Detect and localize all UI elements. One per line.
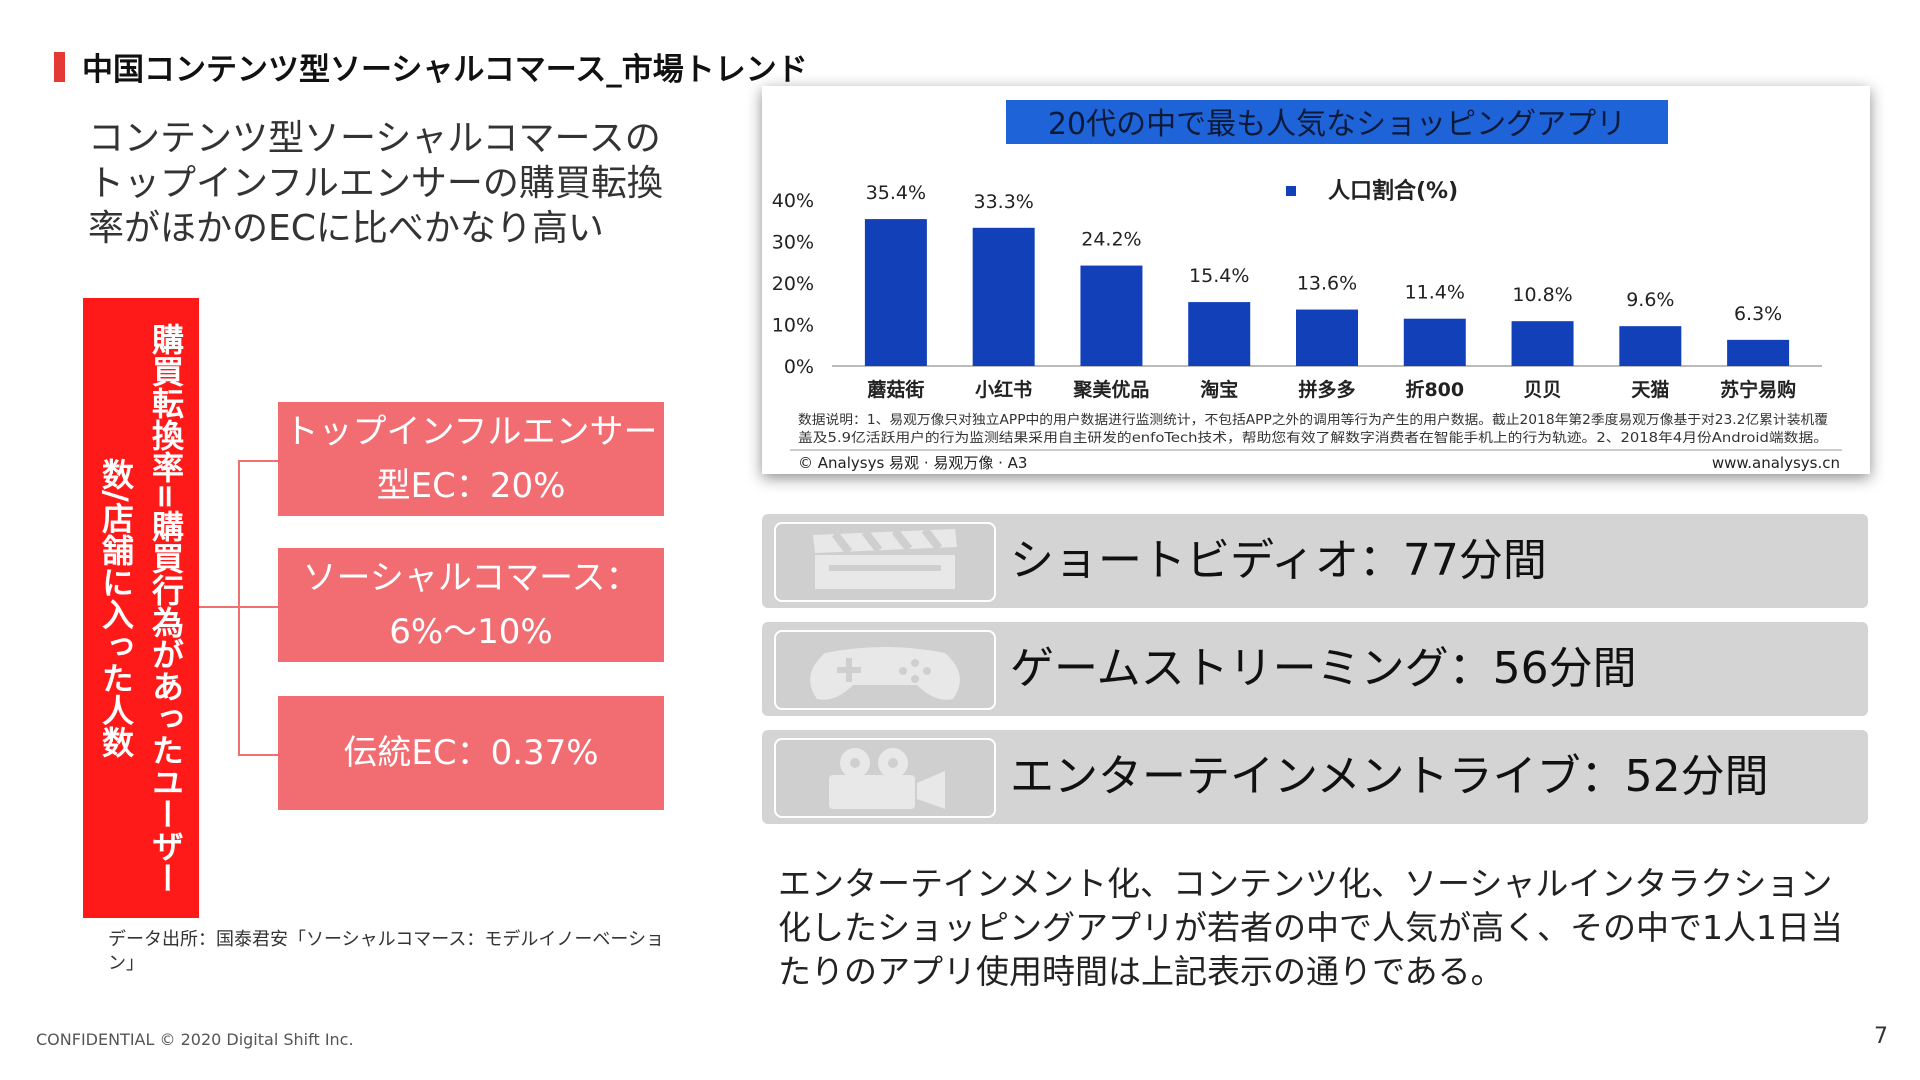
intro-text: コンテンツ型ソーシャルコマースのトップインフルエンサーの購買転換率がほかのECに… [88,118,663,249]
legend-label: 人口割合(%) [1328,178,1458,204]
clapperboard-icon [774,522,996,602]
bar [1511,321,1574,366]
page-title: 中国コンテンツ型ソーシャルコマース_市場トレンド [82,52,808,88]
data-label: 33.3% [973,191,1033,213]
video-camera-icon [774,738,996,818]
bar [1619,326,1682,366]
category-label: 苏宁易购 [1720,378,1796,401]
stat-row-entertainment-live: エンターテインメントライブ：52分間 [762,730,1868,824]
data-source: データ出所：国泰君安「ソーシャルコマース：モデルイノーベーション」 [108,929,665,974]
stat-row-game-streaming: ゲームストリーミング：56分間 [762,622,1868,716]
y-tick-label: 0% [784,356,814,378]
bar [864,219,927,366]
bar [1188,302,1251,366]
page-number: 7 [1874,1024,1888,1049]
chart-title-background [1006,100,1668,144]
rate-label: 伝統EC：0.37% [343,733,599,773]
shopping-app-chart: 20代の中で最も人気なショッピングアプリ人口割合(%) 0% 10% 20% 30% 40… [762,86,1870,474]
category-label: 拼多多 [1298,378,1355,401]
category-label: 小红书 [975,378,1032,401]
title-accent-bar [54,52,65,82]
stat-text: ゲームストリーミング：56分間 [1010,643,1637,694]
rate-box-social: ソーシャルコマース：6%〜10% [278,548,664,662]
data-label: 9.6% [1626,289,1674,311]
category-label: 折800 [1405,379,1464,401]
bar [972,227,1035,366]
bar [1080,265,1143,366]
bar [1403,318,1466,366]
data-label: 6.3% [1734,303,1782,325]
summary-text: エンターテインメント化、コンテンツ化、ソーシャルインタラクション化したショッピン… [778,864,1843,991]
conversion-definition-text: 購買転換率=購買行為があったユーザー数/店舗に入った人数 [97,322,185,894]
data-label: 11.4% [1405,282,1465,304]
y-tick-label: 40% [772,190,814,212]
chart-credit: © Analysys 易观 · 易观万像 · A3 [798,454,1027,472]
stat-row-short-video: ショートビディオ：77分間 [762,514,1868,608]
rate-label: トップインフルエンサー型EC：20% [284,412,658,506]
gamepad-icon [774,630,996,710]
category-label: 聚美优品 [1072,378,1149,401]
category-label: 淘宝 [1200,378,1238,401]
y-tick-label: 30% [772,232,814,254]
y-tick-label: 20% [772,273,814,295]
category-label: 天猫 [1631,378,1669,401]
stat-text: エンターテインメントライブ：52分間 [1010,751,1769,802]
rate-box-influencer: トップインフルエンサー型EC：20% [278,402,664,516]
bar [1727,339,1790,366]
footer-confidential: CONFIDENTIAL © 2020 Digital Shift Inc. [36,1030,354,1049]
category-label: 贝贝 [1524,379,1562,401]
y-tick-label: 10% [772,315,814,337]
data-label: 13.6% [1297,273,1357,295]
rate-label: ソーシャルコマース：6%〜10% [302,558,640,652]
data-label: 24.2% [1081,229,1141,251]
rate-box-traditional: 伝統EC：0.37% [278,696,664,810]
chart-title: 20代の中で最も人気なショッピングアプリ [1048,107,1626,142]
data-label: 10.8% [1512,284,1572,306]
conversion-definition-box: 購買転換率=購買行為があったユーザー数/店舗に入った人数 [83,298,199,918]
chart-note-line: 数据说明：1、易观万像只对独立APP中的用户数据进行监测统计，不包括APP之外的… [798,412,1828,428]
chart-site: www.analysys.cn [1712,454,1840,472]
chart-note-line: 盖及5.9亿活跃用户的行为监测结果采用自主研发的enfoTech技术，帮助您有效… [798,430,1828,446]
stat-text: ショートビディオ：77分間 [1010,535,1547,586]
data-label: 35.4% [866,182,926,204]
legend-swatch [1286,186,1296,196]
bar [1296,309,1358,366]
category-label: 蘑菇街 [867,378,924,401]
data-label: 15.4% [1189,265,1249,287]
